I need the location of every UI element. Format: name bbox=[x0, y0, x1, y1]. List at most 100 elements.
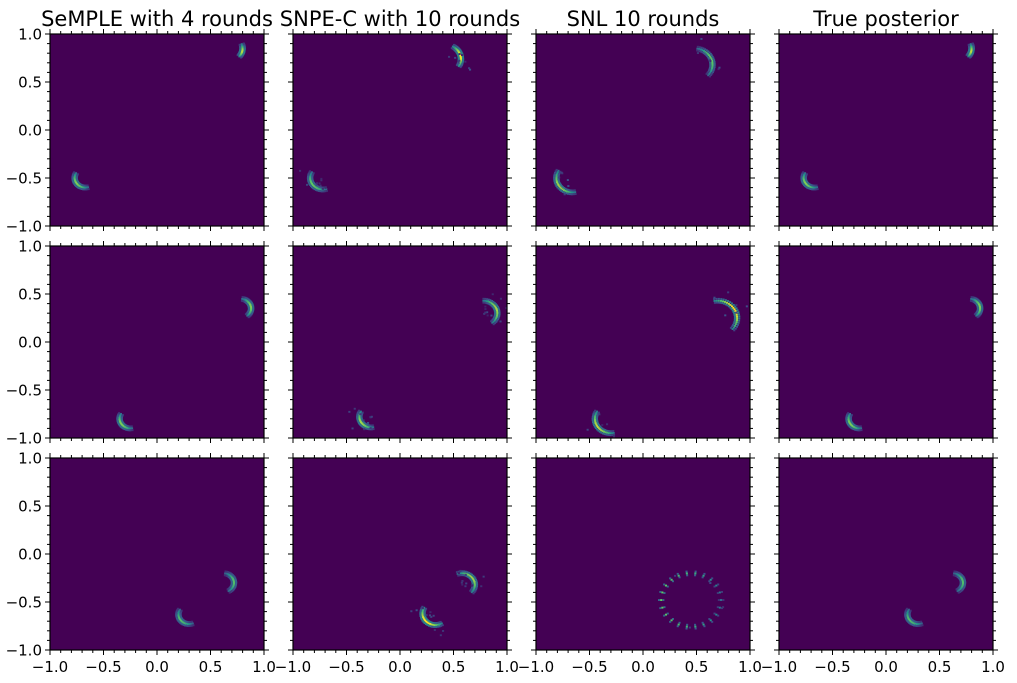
heatmap-cell bbox=[122, 427, 125, 430]
heatmap-cell bbox=[421, 607, 424, 610]
heatmap-cell bbox=[458, 59, 461, 62]
heatmap-cell bbox=[225, 572, 228, 575]
heatmap-cell bbox=[358, 409, 361, 412]
panel-r3-c4: −1.0 −0.5 0.0 0.5 1.0 bbox=[761, 453, 1005, 676]
heatmap-cell bbox=[462, 58, 465, 61]
heatmap-cell bbox=[715, 299, 718, 302]
heatmap-cell bbox=[553, 178, 556, 181]
heatmap-cell bbox=[678, 576, 681, 579]
heatmap-cell bbox=[473, 583, 476, 586]
heatmap-cell bbox=[459, 55, 462, 58]
heatmap-cell bbox=[469, 589, 472, 591]
heatmap-cell bbox=[733, 319, 736, 322]
heatmap-cell bbox=[711, 61, 714, 64]
heatmap-cell bbox=[709, 582, 712, 584]
heatmap-cell bbox=[728, 305, 731, 308]
heatmap-cell bbox=[470, 576, 473, 578]
x-tick-label: 1.0 bbox=[738, 658, 762, 676]
heatmap-cell bbox=[356, 413, 359, 416]
heatmap-cell bbox=[185, 624, 188, 627]
heatmap-cell bbox=[124, 428, 127, 431]
heatmap-cell bbox=[430, 623, 433, 626]
heatmap-cell bbox=[87, 188, 90, 191]
heatmap-cell bbox=[493, 319, 496, 322]
heatmap-cell bbox=[469, 575, 472, 577]
heatmap-cell bbox=[421, 613, 424, 616]
heatmap-cell bbox=[598, 425, 601, 427]
heatmap-cell bbox=[426, 621, 429, 624]
heatmap-cell bbox=[492, 300, 495, 303]
heatmap-cell bbox=[663, 583, 666, 586]
heatmap-cell bbox=[232, 581, 235, 584]
heatmap-cell bbox=[700, 50, 703, 53]
heatmap-cell bbox=[474, 577, 477, 580]
heatmap-cell bbox=[460, 51, 463, 54]
heatmap-cell bbox=[963, 586, 966, 588]
heatmap-cell bbox=[709, 52, 712, 55]
heatmap-cell bbox=[367, 426, 370, 429]
heatmap-cell bbox=[598, 428, 601, 431]
heatmap-cell bbox=[189, 623, 192, 625]
heatmap-cell bbox=[432, 614, 435, 617]
heatmap-cell bbox=[232, 584, 235, 587]
heatmap-cell bbox=[410, 610, 413, 613]
axis-ticks bbox=[774, 29, 998, 231]
heatmap-cell bbox=[569, 191, 572, 194]
heatmap-cell bbox=[605, 429, 608, 432]
heatmap-cell bbox=[358, 418, 361, 420]
heatmap-cell bbox=[434, 624, 437, 626]
heatmap-cell bbox=[694, 623, 697, 626]
heatmap-cell bbox=[602, 428, 605, 431]
heatmap-cell bbox=[493, 304, 496, 307]
x-tick-label: 0.0 bbox=[631, 658, 655, 676]
heatmap-cell bbox=[364, 427, 367, 430]
heatmap-cell bbox=[356, 414, 359, 417]
heatmap-cell bbox=[188, 625, 191, 627]
heatmap-cell bbox=[249, 305, 252, 307]
heatmap-cell bbox=[730, 302, 733, 305]
heatmap-cell bbox=[963, 578, 966, 581]
heatmap-cell bbox=[733, 315, 736, 318]
heatmap-cell bbox=[460, 50, 463, 53]
heatmap-cell bbox=[669, 577, 672, 580]
heatmap-cell bbox=[606, 431, 609, 434]
heatmap-cell bbox=[72, 181, 75, 184]
heatmap-cell bbox=[910, 623, 913, 626]
heatmap-cell bbox=[491, 293, 494, 296]
heatmap-cell bbox=[557, 174, 560, 177]
heatmap-cell bbox=[846, 414, 849, 417]
heatmap-cell bbox=[424, 615, 427, 618]
heatmap-cell bbox=[663, 592, 666, 594]
heatmap-cell bbox=[592, 414, 595, 417]
heatmap-cell bbox=[496, 312, 499, 314]
heatmap-cell bbox=[685, 570, 688, 573]
heatmap-cell bbox=[561, 188, 564, 191]
heatmap-cell bbox=[421, 614, 424, 617]
heatmap-cell bbox=[609, 434, 612, 437]
heatmap-cell bbox=[448, 55, 451, 58]
heatmap-cell bbox=[555, 178, 558, 181]
heatmap-cell bbox=[905, 618, 908, 621]
heatmap-cell bbox=[964, 581, 967, 583]
heatmap-cell bbox=[494, 306, 497, 309]
heatmap-cell bbox=[570, 193, 573, 196]
heatmap-cell bbox=[356, 419, 359, 422]
heatmap-cell bbox=[915, 625, 918, 627]
heatmap-cell bbox=[859, 429, 862, 432]
heatmap-background bbox=[779, 458, 993, 650]
heatmap-cell bbox=[486, 314, 489, 317]
heatmap-cell bbox=[71, 178, 74, 181]
heatmap-cell bbox=[558, 176, 561, 179]
heatmap-cell bbox=[724, 301, 727, 303]
heatmap-cell bbox=[322, 190, 325, 193]
heatmap-cell bbox=[455, 571, 458, 573]
heatmap-cell bbox=[362, 426, 365, 429]
panel-r1-c3: SNL 10 rounds bbox=[531, 7, 755, 231]
heatmap-cell bbox=[845, 421, 848, 424]
heatmap-cell bbox=[733, 312, 736, 315]
heatmap-cell bbox=[701, 621, 704, 624]
heatmap-cell bbox=[176, 608, 179, 611]
heatmap-cell bbox=[496, 310, 499, 313]
heatmap-cell bbox=[555, 179, 558, 182]
heatmap-cell bbox=[459, 59, 462, 62]
